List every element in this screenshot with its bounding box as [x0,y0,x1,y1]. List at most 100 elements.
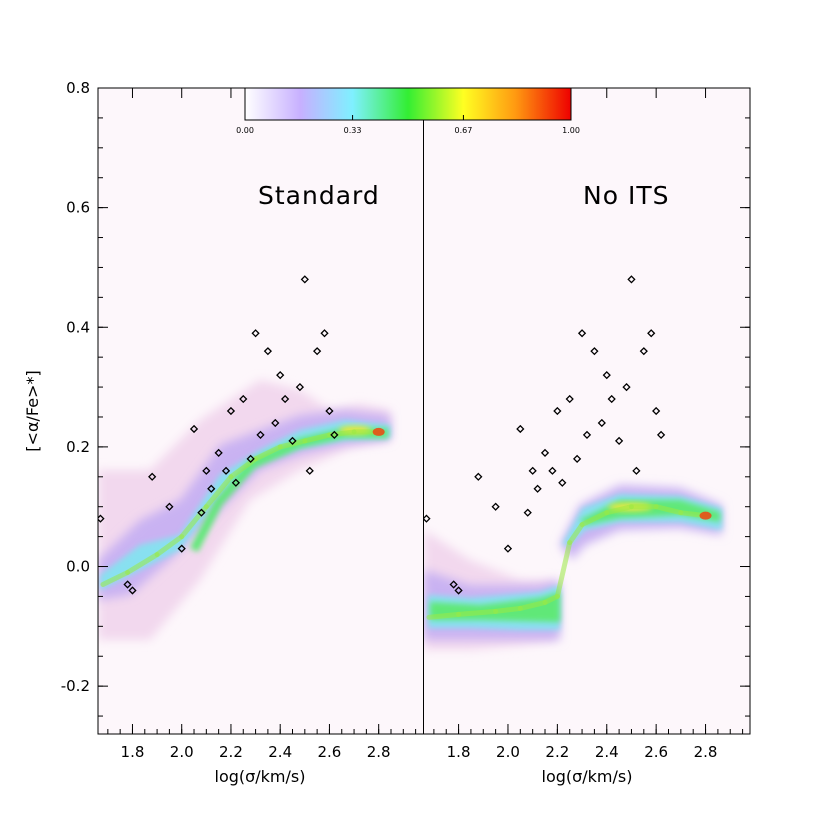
density-ridge-segment [179,504,209,540]
observation-point [491,502,500,511]
observation-point [305,466,314,475]
x-tick-label: 1.8 [447,743,471,761]
observation-point [597,418,606,428]
observation-point [256,430,265,440]
density-ridge-segment [302,432,332,444]
colorbar-tick-label: 0.67 [455,126,473,135]
observation-point [320,329,329,338]
y-tick-label: 0.0 [66,558,90,576]
observation-point [288,436,297,446]
observation-point [313,347,322,356]
observation-point [251,329,260,338]
y-tick-label: -0.2 [61,677,90,695]
colorbar-tick-label: 0.33 [344,126,362,135]
density-ridge-segment [517,599,548,611]
observation-point [577,329,587,338]
observation-point [271,418,280,428]
observation-point [503,544,513,553]
colorbar: 0.00 0.33 0.67 1.00 [236,87,580,135]
colorbar-tick-label: 1.00 [562,126,580,135]
density-ridge-segment [125,552,160,575]
density-ridge-segment [456,608,499,617]
observation-point [565,394,574,404]
observation-point [281,394,290,404]
x-tick-label: 2.8 [367,743,391,761]
observation-point [573,454,582,463]
observation-point [325,406,334,416]
observation-point [602,370,611,380]
density-layer-high [190,428,388,552]
x-tick-label: 2.8 [694,743,718,761]
observation-point [449,580,458,589]
density-max-point [699,511,712,520]
observation-point [656,430,666,440]
observation-point [607,394,616,404]
observation-point [214,448,223,457]
density-ridge-segment [203,474,234,510]
density-ridge-segment [154,534,185,558]
y-tick-label: 0.4 [66,318,90,336]
axis-ticks: -0.2 0.0 0.2 0.4 0.6 0.8 1.8 2.0 2.2 2.4 2.6 2.8 1.8… [61,79,750,761]
density-ridge-segment [326,429,357,438]
y-tick-label: 0.8 [66,79,90,97]
observation-point [226,406,236,416]
observation-point [540,448,550,457]
observation-point [207,484,216,493]
observation-point [197,508,206,517]
observation-point [231,478,240,487]
x-axis-label-no-its: log(σ/km/s) [542,767,633,786]
observation-point [652,406,661,416]
observation-point [330,430,339,440]
observation-point [548,466,557,475]
observation-point [165,502,174,511]
x-axis-label-standard: log(σ/km/s) [215,767,306,786]
density-ridge-segment [426,611,462,620]
x-tick-label: 2.4 [595,743,619,761]
ridge-no-its [426,504,712,620]
panel-title-no-its: No ITS [583,181,669,210]
observations-no-its [424,275,666,595]
observation-point [528,466,537,475]
density-max-point [372,427,385,436]
observation-point [590,347,599,356]
x-tick-label: 2.2 [545,743,569,761]
colorbar-ticks: 0.00 0.33 0.67 1.00 [236,115,580,135]
observation-point [424,514,431,523]
density-ridge-segment [579,510,610,528]
observation-point [632,466,641,475]
colorbar-gradient [244,87,572,121]
density-ridge-segment [567,522,585,546]
density-layer-mid [100,420,390,590]
observation-point [123,580,132,589]
observation-point [263,347,273,356]
observation-point [622,382,631,392]
panel-title-standard: Standard [258,181,380,210]
density-ridge-segment [493,605,523,614]
observation-point [276,370,285,380]
observations-standard [98,275,339,595]
observation-point [647,329,656,338]
observation-point [300,275,309,284]
observation-point [474,472,483,481]
observation-point [614,436,624,446]
x-tick-label: 2.6 [318,743,342,761]
density-ridge-segment [554,540,573,599]
observation-point [128,586,137,595]
observation-point [558,478,567,487]
x-tick-label: 2.0 [170,743,194,761]
density-map-no-its [424,485,722,650]
observation-point [295,382,305,392]
observation-point [148,472,157,481]
observation-point [523,508,532,517]
observation-point [202,466,211,475]
observation-point [239,394,248,404]
observation-point [582,430,592,440]
observation-point [454,586,463,595]
density-ridge-segment [604,504,634,516]
observation-point [189,424,199,434]
observation-point [221,466,231,475]
y-tick-label: 0.6 [66,199,90,217]
x-tick-label: 2.4 [268,743,292,761]
observation-point [533,484,542,493]
density-ridge-segment [653,504,684,516]
